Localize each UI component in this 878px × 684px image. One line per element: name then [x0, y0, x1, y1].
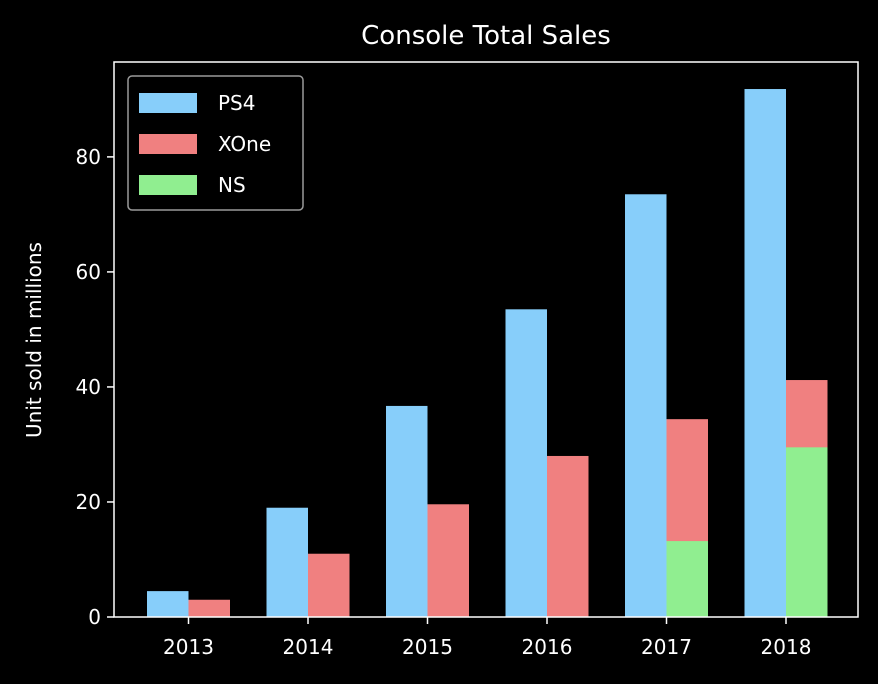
x-tick-label-2015: 2015	[402, 635, 453, 659]
bar-xone-2013	[188, 599, 230, 617]
y-tick-label-0: 0	[88, 605, 101, 629]
y-tick-label-60: 60	[76, 260, 101, 284]
legend-label-ps4: PS4	[218, 91, 255, 115]
y-axis-label: Unit sold in millions	[22, 242, 46, 438]
legend-swatch-ps4	[139, 93, 197, 113]
plot-frame	[113, 61, 859, 618]
bar-ps4-2018	[744, 89, 786, 618]
bar-xone-2014	[308, 553, 350, 617]
bars-group	[147, 89, 828, 618]
y-tick-label-40: 40	[76, 375, 101, 399]
legend-label-xone: XOne	[218, 132, 271, 156]
x-tick-label-2016: 2016	[522, 635, 573, 659]
chart-title: Console Total Sales	[361, 21, 611, 51]
bar-xone-2016	[547, 455, 589, 617]
y-tick-label-20: 20	[76, 490, 101, 514]
y-tick-label-80: 80	[76, 145, 101, 169]
legend: PS4 XOne NS	[127, 75, 304, 211]
bar-ps4-2015	[386, 405, 428, 617]
x-tick-label-2018: 2018	[761, 635, 812, 659]
x-tick-label-2014: 2014	[283, 635, 334, 659]
x-tick-label-2017: 2017	[641, 635, 692, 659]
bar-ps4-2017	[625, 194, 667, 617]
bar-ps4-2014	[266, 507, 308, 617]
bar-xone-2015	[427, 504, 469, 617]
legend-swatch-xone	[139, 134, 197, 154]
legend-label-ns: NS	[218, 173, 246, 197]
legend-swatch-ns	[139, 175, 197, 195]
bar-ps4-2016	[505, 309, 547, 617]
x-tick-label-2013: 2013	[163, 635, 214, 659]
bar-ps4-2013	[147, 591, 189, 617]
axes-group: 2013 2014 2015 2016 2017 2018 0 20 40 60 80	[76, 145, 812, 659]
bar-ns-2018	[786, 447, 828, 617]
bar-ns-2017	[666, 541, 708, 617]
